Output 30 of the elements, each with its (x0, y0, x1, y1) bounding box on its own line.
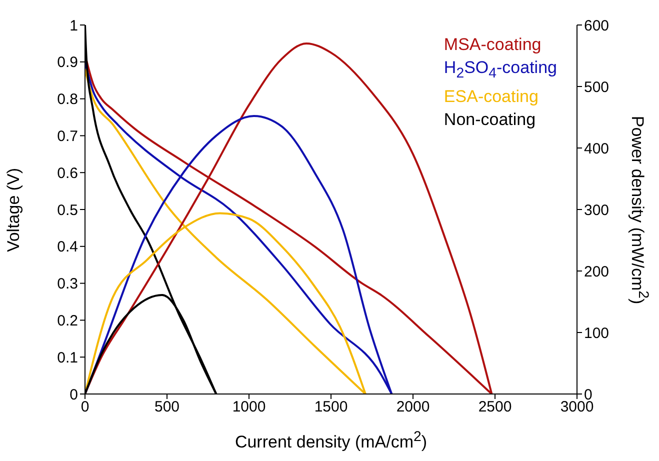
y-tick-label: 1 (70, 17, 78, 34)
y-tick-label: 0.1 (57, 349, 78, 366)
x-tick-label: 3000 (560, 398, 594, 416)
y2-tick-label: 600 (584, 17, 610, 34)
y-tick-label: 0.4 (57, 238, 78, 256)
text: MSA-coating (444, 34, 542, 56)
y-tick-label: 0.3 (57, 276, 78, 293)
text: ESA-coating (444, 86, 540, 108)
text: H$_{2}$SO$_{4}$-coating (444, 57, 557, 84)
y-tick-label: 0 (70, 386, 78, 404)
y-tick-label: 0.2 (57, 312, 78, 330)
x-tick-label: 1000 (232, 398, 266, 416)
y2-tick-label: 300 (584, 202, 610, 219)
y2-tick-label: 200 (584, 263, 610, 280)
text: Non-coating (444, 109, 537, 132)
y-tick-label: 0.5 (57, 202, 78, 219)
x-tick-label: 1500 (314, 398, 348, 416)
y2-tick-label: 400 (584, 140, 610, 158)
y-tick-label: 0.8 (57, 91, 78, 108)
x-tick-label: 2500 (478, 398, 512, 416)
y-tick-label: 0.6 (57, 164, 78, 182)
x-tick-label: 500 (154, 398, 180, 416)
x-tick-label: 0 (80, 398, 90, 416)
y-tick-label: 0.7 (57, 128, 78, 146)
y2-tick-label: 500 (584, 78, 610, 96)
x-axis-title: Current density (mA/cm$^{2}$) (234, 429, 428, 453)
y-tick-label: 0.9 (57, 54, 78, 72)
y-axis-title: Voltage (V) (4, 167, 24, 252)
y2-tick-label: 100 (584, 324, 610, 342)
x-tick-label: 2000 (396, 398, 430, 416)
